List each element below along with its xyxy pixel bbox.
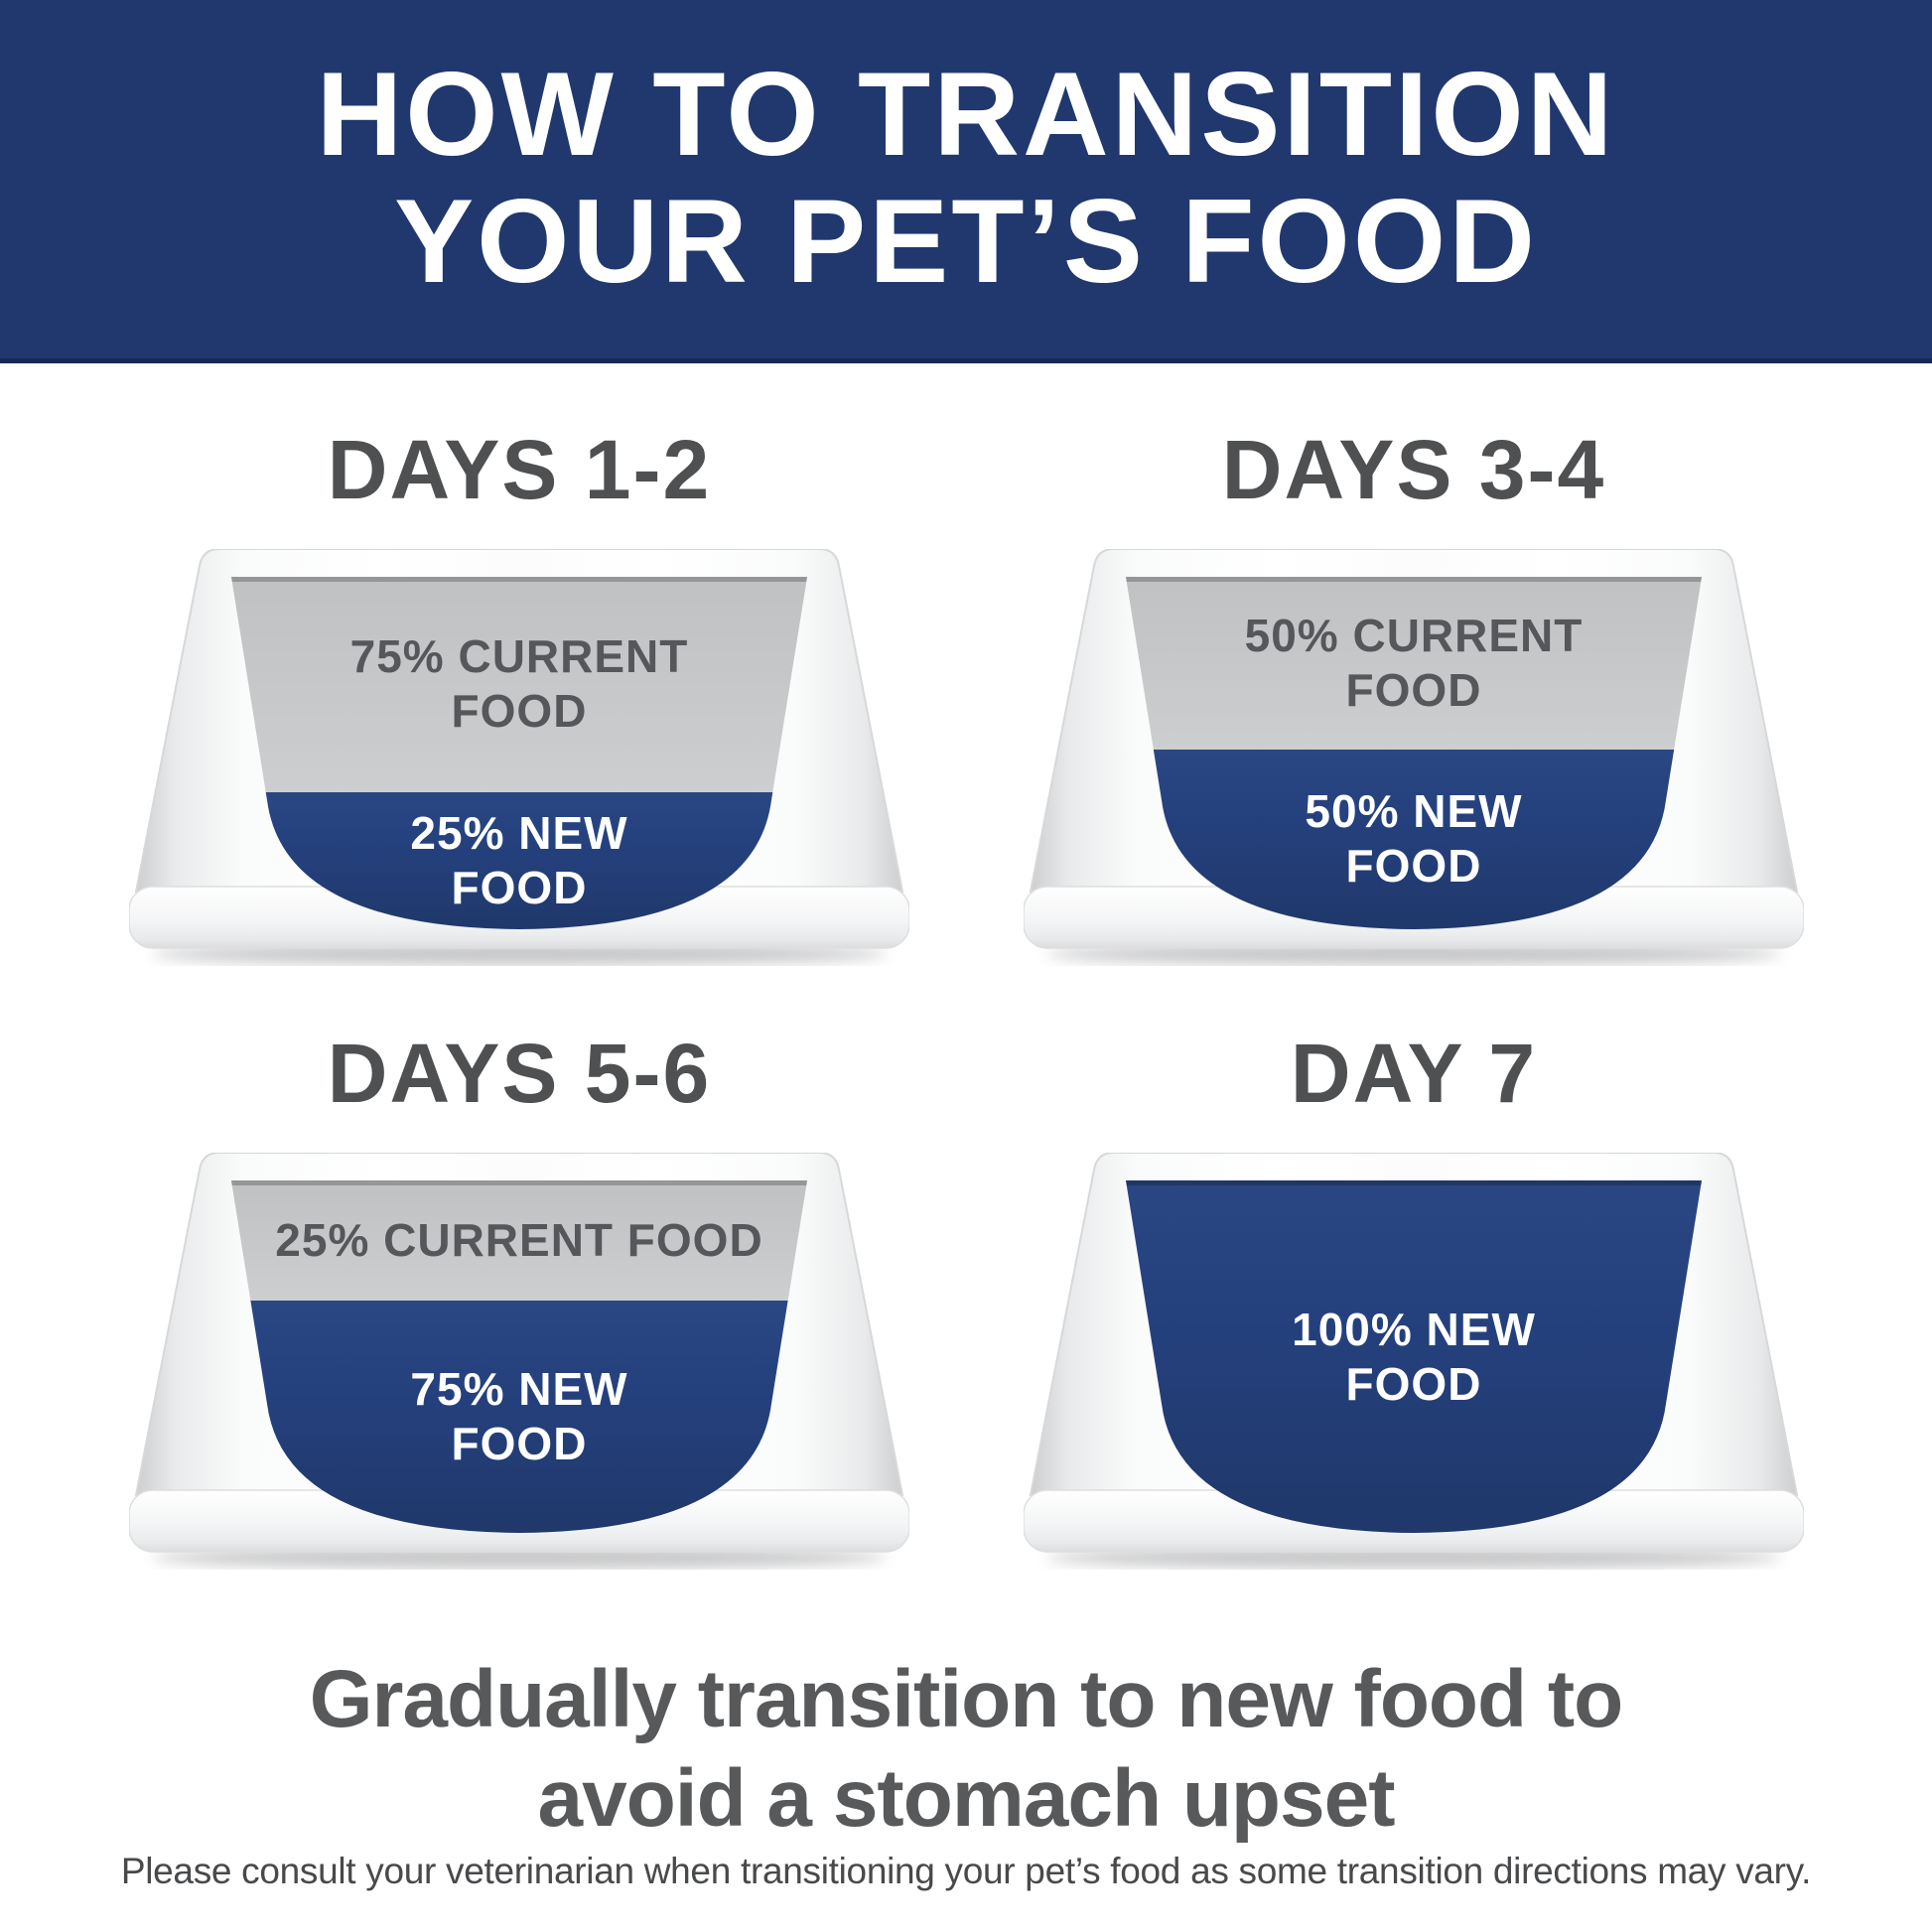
footer-headline-line1: Gradually transition to new food to	[309, 1654, 1624, 1744]
bowl-cell-day-7: DAY 7 100% NEW FOOD	[1024, 1031, 1804, 1570]
banner-title-line2: YOUR PET’S FOOD	[394, 175, 1538, 308]
bowl-graphic: 25% CURRENT FOOD 75% NEW FOOD	[129, 1153, 909, 1570]
bowl-graphic: 75% CURRENT FOOD 25% NEW FOOD	[129, 549, 909, 966]
new-food-label-line1: 75% NEW	[410, 1362, 628, 1415]
new-food-label-line2: FOOD	[1345, 840, 1482, 893]
title-banner: HOW TO TRANSITION YOUR PET’S FOOD	[0, 0, 1932, 363]
footer-headline: Gradually transition to new food to avoi…	[0, 1650, 1932, 1849]
food-cavity: 75% CURRENT FOOD 25% NEW FOOD	[231, 577, 807, 929]
current-food-label-line1: 25% CURRENT FOOD	[275, 1213, 763, 1266]
disclaimer-text: Please consult your veterinarian when tr…	[120, 1851, 1812, 1891]
food-cavity: 50% CURRENT FOOD 50% NEW FOOD	[1126, 577, 1702, 929]
bowl-cell-days-3-4: DAYS 3-4 50% CURRENT FOOD 50% NEW FOOD	[1024, 427, 1804, 966]
bowl-title: DAY 7	[1290, 1027, 1538, 1120]
bowl-cell-days-1-2: DAYS 1-2 75% CURRENT FOOD 25% NEW FOOD	[129, 427, 909, 966]
bowl-graphic: 100% NEW FOOD	[1024, 1153, 1804, 1570]
bowl-title: DAYS 5-6	[327, 1027, 712, 1120]
new-food-label-line2: FOOD	[1345, 1357, 1482, 1410]
food-cavity: 100% NEW FOOD	[1126, 1180, 1702, 1533]
current-food-label-line1: 50% CURRENT	[1244, 609, 1584, 661]
new-food-label-line2: FOOD	[451, 1417, 588, 1469]
new-food-label-line1: 50% NEW	[1305, 785, 1523, 838]
bowl-title: DAYS 1-2	[327, 423, 712, 516]
banner-title-line1: HOW TO TRANSITION	[316, 47, 1616, 181]
bowl-title: DAYS 3-4	[1221, 423, 1606, 516]
current-food-zone: 25% CURRENT FOOD	[231, 1180, 807, 1301]
current-food-label-line2: FOOD	[1345, 663, 1482, 716]
footer-headline-line2: avoid a stomach upset	[537, 1753, 1395, 1844]
current-food-label-line2: FOOD	[451, 685, 588, 738]
current-food-zone: 75% CURRENT FOOD	[231, 577, 807, 792]
new-food-label-line2: FOOD	[451, 861, 588, 913]
bowl-graphic: 50% CURRENT FOOD 50% NEW FOOD	[1024, 549, 1804, 966]
new-food-label-line1: 100% NEW	[1292, 1303, 1536, 1355]
new-food-zone: 100% NEW FOOD	[1126, 1180, 1702, 1533]
current-food-zone: 50% CURRENT FOOD	[1126, 577, 1702, 750]
current-food-label-line1: 75% CURRENT	[349, 630, 689, 683]
bowl-cell-days-5-6: DAYS 5-6 25% CURRENT FOOD 75% NEW FOOD	[129, 1031, 909, 1570]
food-cavity: 25% CURRENT FOOD 75% NEW FOOD	[231, 1180, 807, 1533]
new-food-zone: 25% NEW FOOD	[231, 792, 807, 929]
new-food-label-line1: 25% NEW	[410, 806, 628, 859]
